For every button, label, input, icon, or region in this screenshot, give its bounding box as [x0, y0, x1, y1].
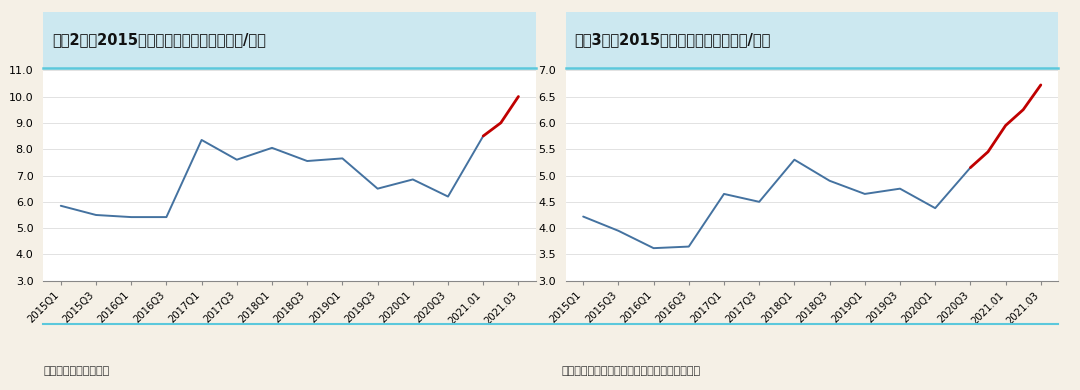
- Text: 图表3：自2015年以来伦铜价格（万元/吨）: 图表3：自2015年以来伦铜价格（万元/吨）: [575, 32, 771, 48]
- Text: 来源：国金证券研究所: 来源：国金证券研究所: [43, 366, 109, 376]
- Text: 来源：公司公告，产业链调研，国金证券研究所: 来源：公司公告，产业链调研，国金证券研究所: [562, 366, 701, 376]
- Text: 图表2：自2015年以来电子铜箔价格（万元/吨）: 图表2：自2015年以来电子铜箔价格（万元/吨）: [52, 32, 266, 48]
